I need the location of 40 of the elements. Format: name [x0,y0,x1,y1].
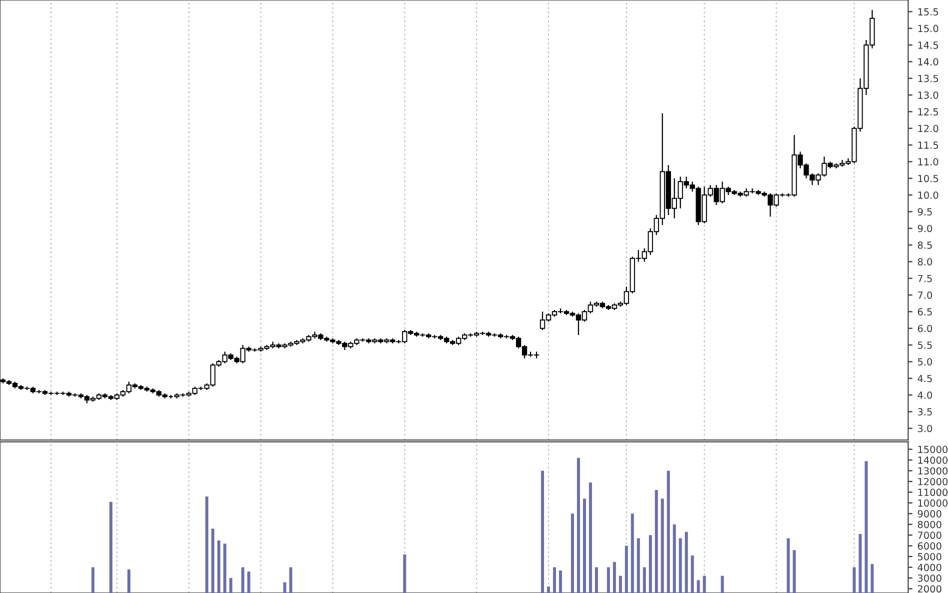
y-tick-label: 8.5 [918,241,932,249]
y-tick-label: 3000 [918,574,942,582]
y-tick-label: 11.0 [918,158,938,166]
y-tick-label: 12.5 [918,108,938,116]
y-tick-label: 5000 [918,553,942,560]
y-tick-label: 12.0 [918,124,938,132]
y-tick-label: 15.5 [918,8,938,16]
y-tick-label: 10.0 [918,191,938,199]
y-tick-label: 7.5 [918,274,932,282]
y-tick-label: 5.5 [918,342,932,349]
y-tick-label: 8.0 [918,258,932,266]
y-tick-label: 5.0 [918,358,932,366]
y-tick-label: 6.0 [918,324,932,332]
y-tick-label: 7.0 [918,291,932,299]
y-tick-label: 15000 [918,446,948,454]
y-tick-label: 14.0 [918,58,938,66]
y-tick-label: 9.5 [918,208,932,216]
y-tick-label: 14.5 [918,42,938,49]
y-tick-label: 8000 [918,520,942,528]
y-tick-label: 9.0 [918,224,932,232]
y-tick-label: 4000 [918,564,942,572]
y-tick-label: 11.5 [918,142,938,149]
y-tick-label: 7000 [918,532,942,539]
y-tick-label: 10000 [918,499,948,507]
y-tick-label: 14000 [918,456,948,464]
y-tick-label: 11000 [918,488,948,496]
y-tick-label: 3.0 [918,424,932,432]
y-tick-label: 4.5 [918,374,932,382]
y-tick-label: 13.5 [918,74,938,82]
y-tick-label: 13.0 [918,91,938,99]
y-tick-label: 13000 [918,467,948,475]
y-tick-label: 12000 [918,478,948,486]
y-tick-label: 4.0 [918,391,932,399]
y-tick-label: 15.0 [918,24,938,32]
y-tick-label: 2000 [918,585,942,593]
y-tick-label: 6.5 [918,308,932,316]
y-tick-label: 3.5 [918,408,932,416]
y-tick-label: 6000 [918,542,942,550]
y-tick-label: 9000 [918,510,942,518]
y-tick-label: 10.5 [918,174,938,182]
